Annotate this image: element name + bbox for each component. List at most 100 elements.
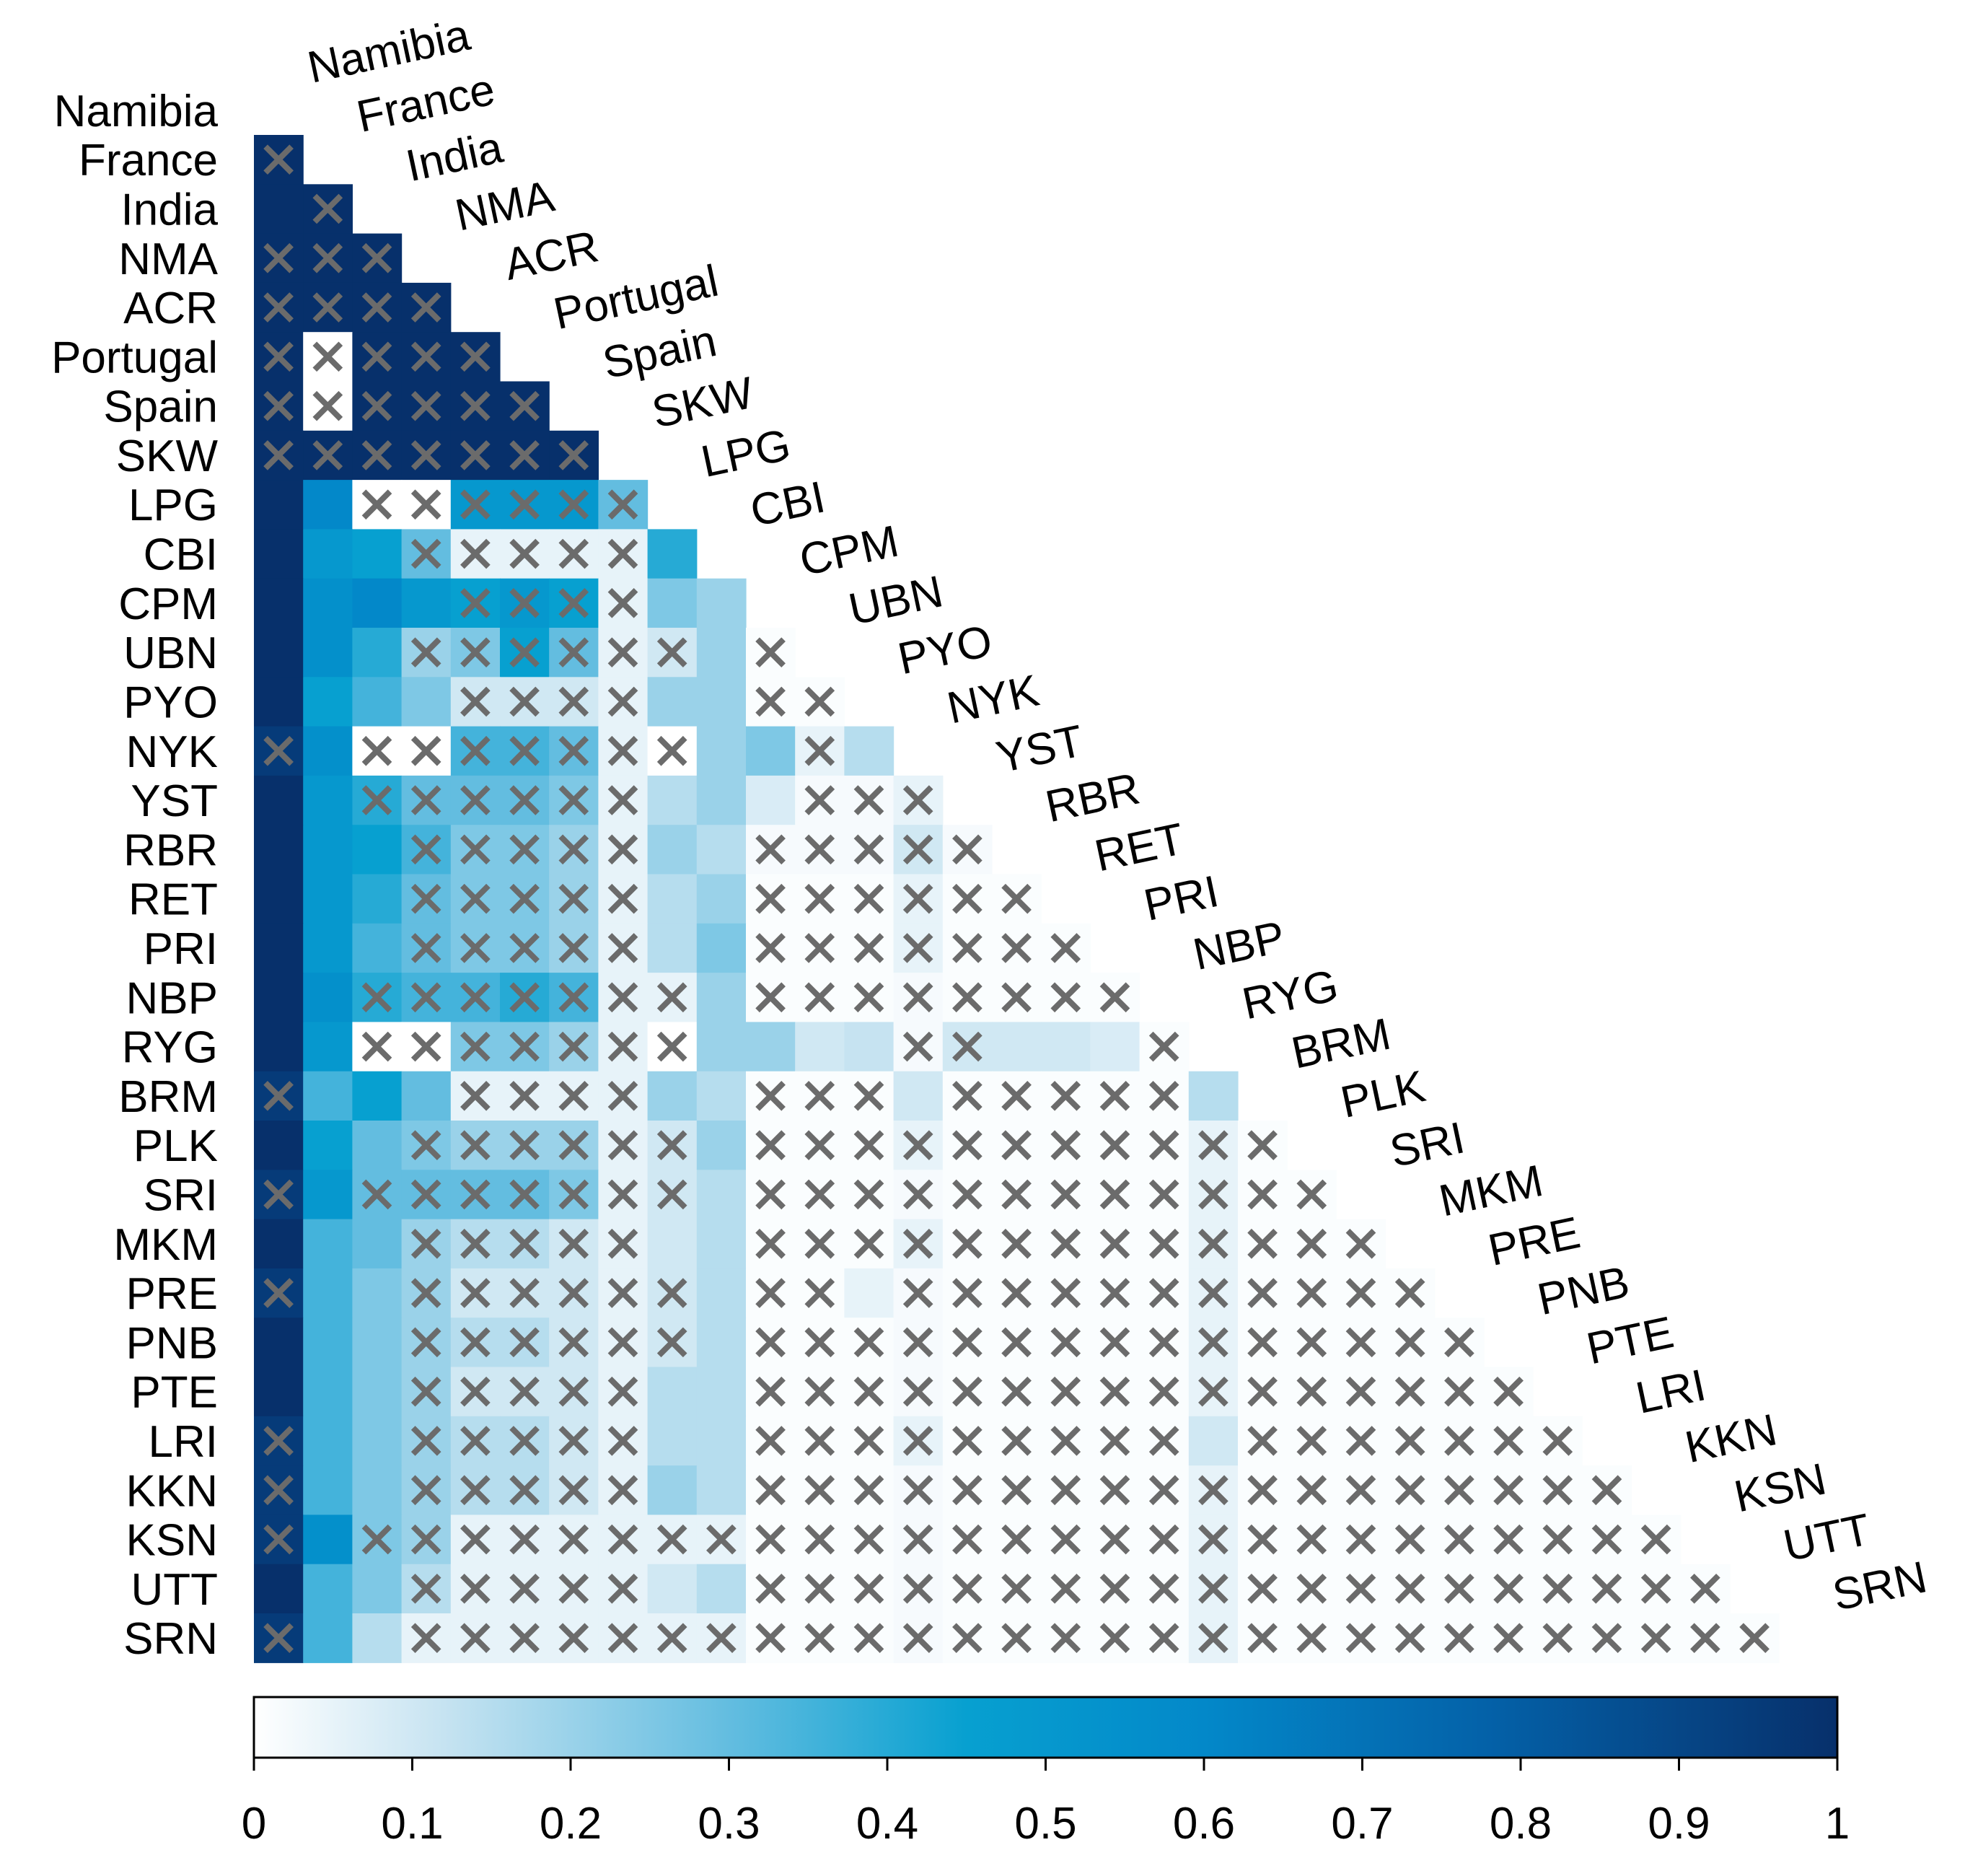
heatmap-cell-19-16 [1041,1022,1091,1072]
cross-mark-14-4 [460,785,491,815]
cross-mark-22-7 [607,1179,638,1210]
row-label-portugal: Portugal [51,333,218,382]
cross-mark-29-2 [361,1524,392,1555]
cross-mark-26-22 [1345,1376,1376,1407]
cross-mark-26-7 [607,1376,638,1407]
column-label-lri: LRI [1632,1360,1710,1424]
cross-mark-6-2 [361,390,392,421]
heatmap-cell-28-9 [696,1465,747,1515]
cross-mark-25-6 [558,1327,589,1358]
cross-mark-20-12 [853,1081,884,1111]
heatmap-cell-23-9 [696,1219,747,1269]
heatmap-cell-13-12 [844,726,894,776]
cross-mark-11-10 [755,637,786,667]
cross-mark-22-20 [1247,1179,1278,1210]
cross-mark-24-0 [263,1278,294,1308]
heatmap-cell-19-10 [746,1022,796,1072]
cross-mark-31-23 [1394,1623,1425,1653]
cross-mark-12-11 [804,686,835,717]
heatmap-cell-11-1 [303,628,353,678]
cross-mark-23-6 [558,1228,589,1259]
cross-mark-22-10 [755,1179,786,1210]
row-label-spain: Spain [103,382,218,432]
heatmap-cell-25-9 [696,1318,747,1368]
cross-mark-20-6 [558,1081,589,1111]
cross-mark-23-20 [1247,1228,1278,1259]
heatmap-cell-16-0 [254,874,304,924]
column-label-ryg: RYG [1238,960,1342,1029]
cross-mark-8-6 [558,489,589,520]
cross-mark-17-7 [607,933,638,963]
cross-mark-29-5 [509,1524,540,1555]
cross-mark-23-15 [1001,1228,1032,1259]
cross-mark-24-7 [607,1278,638,1308]
heatmap-cell-28-8 [647,1465,698,1515]
cross-mark-18-13 [902,982,933,1013]
cross-mark-20-18 [1148,1081,1179,1111]
cross-mark-25-12 [853,1327,884,1358]
heatmap-cell-12-1 [303,677,353,727]
cross-mark-10-7 [607,588,638,618]
cross-mark-18-16 [1050,982,1081,1013]
heatmap-cell-10-2 [352,578,403,628]
cross-mark-31-25 [1493,1623,1524,1653]
cross-mark-23-21 [1296,1228,1327,1259]
cross-mark-17-14 [952,933,982,963]
cross-mark-13-11 [804,735,835,766]
cross-mark-23-11 [804,1228,835,1259]
cross-mark-24-20 [1247,1278,1278,1308]
cross-mark-22-8 [656,1179,687,1210]
cross-mark-30-23 [1394,1574,1425,1604]
cross-mark-10-4 [460,588,491,618]
row-label-sri: SRI [144,1171,218,1221]
colorbar-tick-label-6: 0.6 [1173,1799,1235,1849]
heatmap-cell-12-9 [696,677,747,727]
cross-mark-23-7 [607,1228,638,1259]
cross-mark-19-6 [558,1031,589,1062]
cross-mark-14-6 [558,785,589,815]
cross-mark-21-8 [656,1130,687,1160]
colorbar-tick-label-7: 0.7 [1331,1799,1393,1849]
column-label-srn: SRN [1829,1552,1931,1621]
heatmap-cell-2-0 [254,184,304,234]
colorbar-tick-label-1: 0.1 [381,1799,443,1849]
cross-mark-25-4 [460,1327,491,1358]
cross-mark-21-16 [1050,1130,1081,1160]
column-label-skw: SKW [648,368,758,438]
cross-mark-15-10 [755,834,786,865]
row-label-pre: PRE [126,1269,218,1319]
cross-mark-23-16 [1050,1228,1081,1259]
cross-mark-31-9 [706,1623,737,1653]
heatmap-cell-26-2 [352,1367,403,1417]
heatmap-cell-15-9 [696,825,747,875]
row-label-plk: PLK [133,1121,218,1171]
heatmap-cell-20-9 [696,1071,747,1121]
heatmap-cell-27-8 [647,1416,698,1466]
cross-mark-19-7 [607,1031,638,1062]
cross-mark-13-0 [263,735,294,766]
cross-mark-26-5 [509,1376,540,1407]
cross-mark-31-29 [1690,1623,1720,1653]
cross-mark-26-25 [1493,1376,1524,1407]
cross-mark-6-5 [509,390,540,421]
cross-mark-29-25 [1493,1524,1524,1555]
column-label-lpg: LPG [697,420,795,487]
cross-mark-23-5 [509,1228,540,1259]
cross-mark-28-10 [755,1475,786,1506]
cross-mark-24-5 [509,1278,540,1308]
cross-mark-18-12 [853,982,884,1013]
cross-mark-26-15 [1001,1376,1032,1407]
cross-mark-21-17 [1099,1130,1130,1160]
cross-mark-23-3 [410,1228,441,1259]
heatmap-cell-12-3 [401,677,452,727]
cross-mark-26-3 [410,1376,441,1407]
cross-mark-30-13 [902,1574,933,1604]
cross-mark-31-18 [1148,1623,1179,1653]
row-label-cpm: CPM [118,579,218,629]
cross-mark-23-13 [902,1228,933,1259]
heatmap-cell-8-1 [303,480,353,530]
cross-mark-31-13 [902,1623,933,1653]
column-label-ubn: UBN [845,566,947,635]
cross-mark-18-6 [558,982,589,1013]
cross-mark-7-2 [361,440,392,470]
